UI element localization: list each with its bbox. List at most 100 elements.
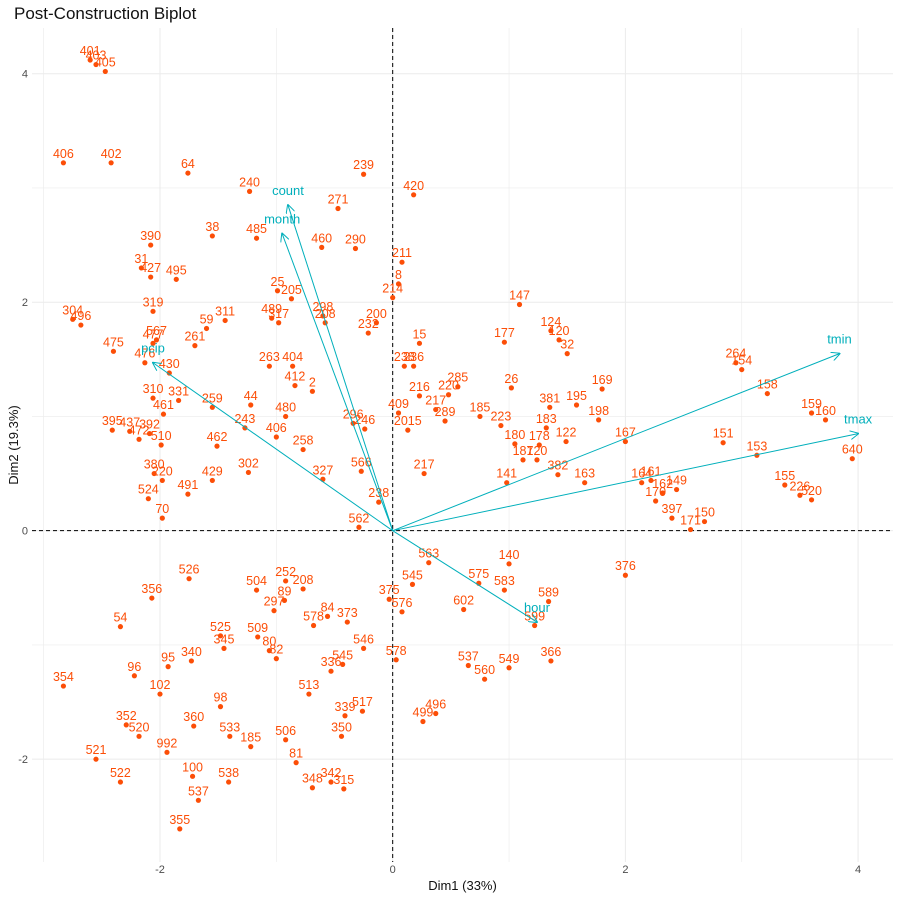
individual-label: 263 — [259, 350, 280, 364]
individual-label: 510 — [151, 429, 172, 443]
individual-point — [149, 595, 155, 601]
individual-label: 31 — [134, 252, 148, 266]
individual-label: 187 — [513, 444, 534, 458]
individual-point — [319, 244, 325, 250]
individual-label: 259 — [202, 391, 223, 405]
individual-label: 59 — [200, 312, 214, 326]
individual-label: 405 — [95, 55, 116, 69]
individual-label: 538 — [218, 766, 239, 780]
individual-label: 589 — [538, 586, 559, 600]
individual-point — [150, 340, 156, 346]
individual-label: 246 — [354, 413, 375, 427]
individual-label: 185 — [240, 731, 261, 745]
individual-point — [409, 581, 416, 587]
x-tick-label: 0 — [390, 864, 396, 876]
individual-label: 340 — [181, 645, 202, 659]
variable-label-hour: hour — [524, 600, 551, 615]
individual-label: 517 — [352, 695, 373, 709]
individual-label: 310 — [143, 382, 164, 396]
individual-point — [150, 395, 156, 401]
individual-point — [276, 320, 282, 326]
individual-point — [808, 410, 815, 416]
individual-point — [269, 315, 275, 321]
individual-point — [548, 328, 554, 334]
individual-label: 356 — [141, 582, 162, 596]
y-tick-label: 2 — [22, 297, 28, 309]
individual-point — [596, 417, 602, 423]
individual-label: 567 — [146, 324, 167, 338]
individual-label: 409 — [388, 397, 409, 411]
individual-label: 149 — [666, 474, 687, 488]
individual-label: 82 — [269, 643, 283, 657]
individual-label: 545 — [402, 568, 423, 582]
individual-point — [165, 664, 171, 670]
individual-point — [582, 480, 588, 486]
individual-label: 217 — [425, 394, 446, 408]
individual-point — [416, 340, 423, 346]
individual-label: 70 — [155, 502, 169, 516]
individual-label: 496 — [70, 309, 91, 323]
individual-point — [283, 737, 289, 743]
y-axis-title: Dim2 (19.3%) — [6, 405, 21, 484]
individual-point — [310, 622, 317, 629]
individual-label: 198 — [588, 404, 609, 418]
individual-point — [60, 683, 67, 689]
individual-label: 406 — [266, 421, 287, 435]
individual-label: 460 — [311, 231, 332, 245]
individual-label: 381 — [539, 391, 560, 405]
individual-point — [157, 691, 163, 697]
individual-label: 506 — [275, 724, 296, 738]
individual-label: 211 — [392, 246, 412, 260]
individual-point — [564, 351, 570, 357]
individual-point — [273, 656, 279, 662]
individual-point — [160, 411, 167, 417]
individual-label: 311 — [215, 304, 235, 318]
individual-point — [498, 422, 504, 429]
individual-point — [273, 434, 279, 440]
individual-point — [782, 482, 788, 488]
individual-label: 95 — [161, 651, 175, 665]
individual-label: 583 — [494, 574, 515, 588]
individual-point — [266, 648, 272, 654]
individual-point — [465, 662, 471, 669]
individual-label: 151 — [713, 427, 734, 441]
individual-point — [356, 524, 362, 530]
individual-point — [60, 160, 67, 166]
individual-point — [300, 446, 306, 453]
individual-point — [359, 708, 366, 714]
individual-point — [399, 609, 405, 615]
individual-point — [455, 384, 461, 390]
individual-label: 345 — [214, 632, 235, 646]
individual-label: 180 — [504, 428, 525, 442]
individual-point — [376, 499, 382, 505]
individual-point — [701, 518, 708, 525]
individual-point — [173, 276, 179, 282]
individual-point — [283, 578, 289, 584]
individual-label: 261 — [184, 330, 205, 344]
individual-label: 290 — [345, 232, 366, 246]
individual-point — [352, 245, 359, 252]
individual-point — [324, 613, 331, 619]
individual-label: 220 — [438, 379, 459, 393]
individual-point — [365, 330, 371, 336]
individual-point — [506, 665, 512, 671]
individual-point — [720, 440, 726, 446]
individual-point — [328, 779, 334, 785]
individual-label: 427 — [140, 261, 161, 275]
individual-label: 160 — [815, 404, 836, 418]
individual-label: 15 — [412, 327, 426, 341]
individual-label: 54 — [113, 611, 127, 625]
individual-label: 461 — [153, 398, 174, 412]
individual-label: 366 — [540, 645, 561, 659]
individual-label: 298 — [312, 300, 333, 314]
individual-point — [108, 160, 114, 166]
individual-label: 302 — [238, 456, 259, 470]
individual-label: 154 — [731, 354, 752, 368]
individual-point — [534, 457, 540, 463]
individual-label: 89 — [278, 584, 292, 598]
individual-label: 236 — [403, 350, 424, 364]
individual-label: 2 — [309, 375, 316, 389]
individual-point — [622, 438, 628, 445]
individual-label: 342 — [321, 766, 342, 780]
